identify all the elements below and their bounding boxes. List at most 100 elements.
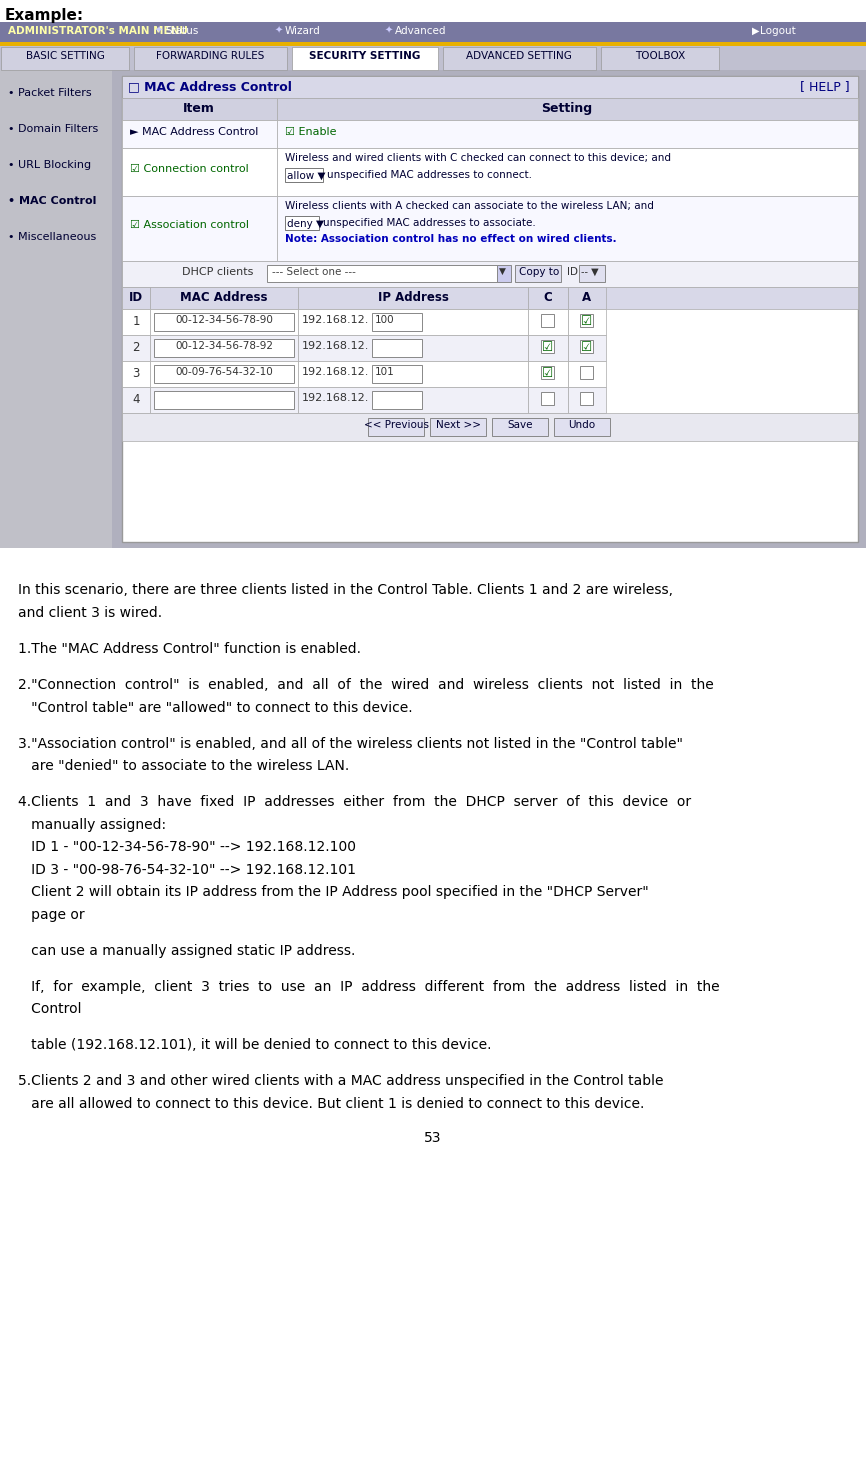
Bar: [580, 367, 593, 378]
Text: ☑ Association control: ☑ Association control: [130, 220, 249, 231]
Bar: [154, 392, 294, 409]
Bar: [568, 361, 606, 387]
Text: Undo: Undo: [568, 420, 596, 430]
Text: FORWARDING RULES: FORWARDING RULES: [156, 52, 264, 61]
Bar: [443, 47, 596, 69]
Bar: [122, 336, 150, 361]
Bar: [150, 361, 298, 387]
Bar: [122, 98, 858, 120]
Bar: [122, 197, 277, 262]
Bar: [154, 338, 294, 358]
Bar: [372, 365, 422, 383]
Bar: [0, 69, 866, 548]
Bar: [368, 418, 424, 436]
Bar: [122, 75, 858, 98]
Text: ☑: ☑: [542, 341, 553, 355]
Text: Next >>: Next >>: [436, 420, 481, 430]
Bar: [134, 47, 287, 69]
Bar: [267, 265, 497, 282]
Text: MAC Address: MAC Address: [180, 291, 268, 304]
Text: Copy to: Copy to: [519, 268, 559, 276]
Text: 00-09-76-54-32-10: 00-09-76-54-32-10: [175, 367, 273, 377]
Text: A: A: [583, 291, 591, 304]
Text: SECURITY SETTING: SECURITY SETTING: [309, 52, 421, 61]
Text: 192.168.12.: 192.168.12.: [302, 315, 370, 325]
Text: Client 2 will obtain its IP address from the IP Address pool specified in the "D: Client 2 will obtain its IP address from…: [18, 885, 649, 899]
Text: • Miscellaneous: • Miscellaneous: [8, 232, 96, 242]
Text: 101: 101: [375, 367, 395, 377]
Text: Control: Control: [18, 1002, 81, 1015]
Text: ADVANCED SETTING: ADVANCED SETTING: [466, 52, 572, 61]
Text: Logout: Logout: [760, 27, 796, 35]
Bar: [298, 387, 528, 412]
Text: Status: Status: [165, 27, 198, 35]
Bar: [122, 197, 858, 262]
Text: 2: 2: [132, 341, 139, 355]
Bar: [150, 287, 298, 309]
Bar: [154, 365, 294, 383]
Text: TOOLBOX: TOOLBOX: [635, 52, 685, 61]
Text: 192.168.12.: 192.168.12.: [302, 341, 370, 350]
Bar: [122, 287, 150, 309]
Bar: [568, 309, 606, 336]
Text: ▶: ▶: [752, 27, 759, 35]
Bar: [372, 338, 422, 358]
Bar: [122, 262, 858, 287]
Bar: [277, 120, 858, 148]
Bar: [0, 41, 866, 46]
Bar: [150, 336, 298, 361]
Text: Wizard: Wizard: [285, 27, 320, 35]
Bar: [122, 309, 150, 336]
Text: Wireless and wired clients with C checked can connect to this device; and: Wireless and wired clients with C checke…: [285, 154, 671, 163]
Text: ADMINISTRATOR's MAIN MENU: ADMINISTRATOR's MAIN MENU: [8, 27, 188, 35]
Text: 3."Association control" is enabled, and all of the wireless clients not listed i: 3."Association control" is enabled, and …: [18, 736, 683, 751]
Text: Setting: Setting: [541, 102, 592, 115]
Text: 4: 4: [132, 393, 139, 406]
Text: □ MAC Address Control: □ MAC Address Control: [128, 80, 292, 93]
Text: 00-12-34-56-78-92: 00-12-34-56-78-92: [175, 341, 273, 350]
Bar: [122, 148, 858, 197]
Text: and client 3 is wired.: and client 3 is wired.: [18, 606, 162, 619]
Text: Item: Item: [183, 102, 215, 115]
Bar: [150, 309, 298, 336]
Text: ☑ Connection control: ☑ Connection control: [130, 164, 249, 174]
Text: unspecified MAC addresses to associate.: unspecified MAC addresses to associate.: [323, 217, 536, 228]
Text: ✦: ✦: [385, 27, 393, 35]
Text: ☑: ☑: [581, 341, 592, 355]
Bar: [568, 387, 606, 412]
Text: "Control table" are "allowed" to connect to this device.: "Control table" are "allowed" to connect…: [18, 701, 412, 714]
Bar: [0, 22, 866, 41]
Text: ☑: ☑: [581, 315, 592, 328]
Bar: [568, 336, 606, 361]
Text: IP Address: IP Address: [378, 291, 449, 304]
Bar: [122, 120, 858, 148]
Bar: [122, 148, 277, 197]
Bar: [277, 98, 858, 120]
Text: C: C: [544, 291, 553, 304]
Text: ID: ID: [129, 291, 143, 304]
Text: ID 3 - "00-98-76-54-32-10" --> 192.168.12.101: ID 3 - "00-98-76-54-32-10" --> 192.168.1…: [18, 863, 356, 876]
Text: Note: Association control has no effect on wired clients.: Note: Association control has no effect …: [285, 234, 617, 244]
Text: << Previous: << Previous: [364, 420, 429, 430]
Text: 192.168.12.: 192.168.12.: [302, 393, 370, 403]
Text: 100: 100: [375, 315, 395, 325]
Bar: [541, 340, 554, 353]
Text: 192.168.12.: 192.168.12.: [302, 367, 370, 377]
Text: • Domain Filters: • Domain Filters: [8, 124, 98, 134]
Text: ✦: ✦: [275, 27, 283, 35]
Bar: [277, 148, 858, 197]
Bar: [122, 287, 858, 309]
Bar: [285, 216, 319, 231]
Bar: [528, 336, 568, 361]
Bar: [430, 418, 486, 436]
Bar: [0, 69, 112, 548]
Bar: [541, 313, 554, 327]
Bar: [154, 313, 294, 331]
Text: deny ▼: deny ▼: [287, 219, 324, 229]
Bar: [579, 265, 605, 282]
Bar: [372, 313, 422, 331]
Bar: [122, 387, 150, 412]
Bar: [541, 392, 554, 405]
Text: [ HELP ]: [ HELP ]: [800, 80, 850, 93]
Text: ► MAC Address Control: ► MAC Address Control: [130, 127, 258, 137]
